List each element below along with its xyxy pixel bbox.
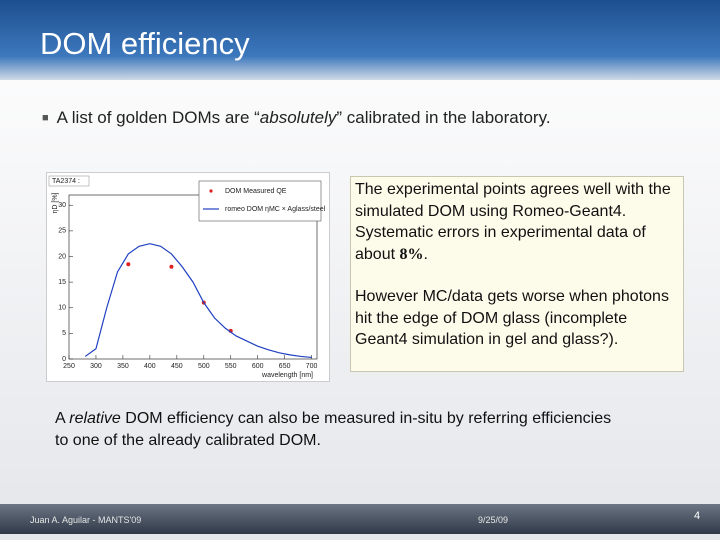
legend-swatch [209, 189, 213, 193]
x-tick-label: 250 [63, 363, 75, 370]
data-point [169, 264, 174, 269]
text: relative [69, 410, 121, 427]
paragraph: The experimental points agrees well with… [355, 179, 679, 265]
x-tick-label: 700 [306, 363, 318, 370]
text: 8% [399, 245, 424, 263]
chart-title: TA2374 : [52, 178, 80, 185]
footer-date: 9/25/09 [478, 515, 509, 525]
x-tick-label: 350 [117, 363, 129, 370]
footer: Juan A. Aguilar - MANTS'09 9/25/09 4 [0, 504, 720, 534]
x-tick-label: 300 [90, 363, 102, 370]
y-axis-label: ηD [%] [52, 192, 59, 213]
x-tick-label: 450 [171, 363, 183, 370]
paragraph: A relative DOM efficiency can also be me… [55, 408, 615, 452]
x-tick-label: 600 [252, 363, 264, 370]
x-axis-label: wavelength [nm] [261, 372, 313, 379]
text: A list of golden DOMs are “ [56, 108, 260, 127]
page-number: 4 [694, 510, 701, 522]
plot-frame [68, 194, 318, 360]
text: . [423, 245, 428, 263]
legend-label: romeo DOM ηMC × Aglass/steel [225, 206, 326, 213]
paragraph: However MC/data gets worse when photons … [355, 288, 669, 348]
text: absolutely [259, 108, 337, 127]
legend-box [198, 180, 322, 222]
chart-image: TA2374 : ηD [%] wavelength [nm] 0 5 10 15 20… [46, 172, 330, 382]
note-box: The experimental points agrees well with… [350, 176, 684, 372]
chart: TA2374 : ηD [%] wavelength [nm] 0 5 10 15 20… [47, 173, 329, 381]
text: ” calibrated in the laboratory. [336, 108, 551, 127]
text: A [55, 410, 70, 427]
y-tick-label: 20 [58, 253, 66, 260]
text: DOM efficiency can also be measured in-s… [55, 410, 612, 449]
x-tick-label: 550 [225, 363, 237, 370]
y-tick-label: 15 [58, 279, 66, 286]
y-tick-label: 25 [58, 228, 66, 235]
x-tick-label: 500 [198, 363, 210, 370]
text: The experimental points agrees well with… [355, 181, 671, 263]
y-tick-label: 10 [58, 305, 66, 312]
y-tick-label: 30 [58, 202, 66, 209]
y-tick-label: 5 [62, 330, 66, 337]
slide-title: DOM efficiency [40, 26, 250, 61]
header-bar [0, 0, 720, 80]
y-tick-label: 0 [62, 356, 66, 363]
footer-author: Juan A. Aguilar - MANTS'09 [30, 515, 142, 525]
model-curve [84, 243, 312, 359]
data-point [126, 262, 131, 267]
x-tick-label: 650 [279, 363, 291, 370]
x-tick-label: 400 [144, 363, 156, 370]
legend-label: DOM Measured QE [225, 188, 287, 195]
title-box [48, 175, 90, 187]
bullet: ■ A list of golden DOMs are “absolutely” … [42, 108, 551, 127]
